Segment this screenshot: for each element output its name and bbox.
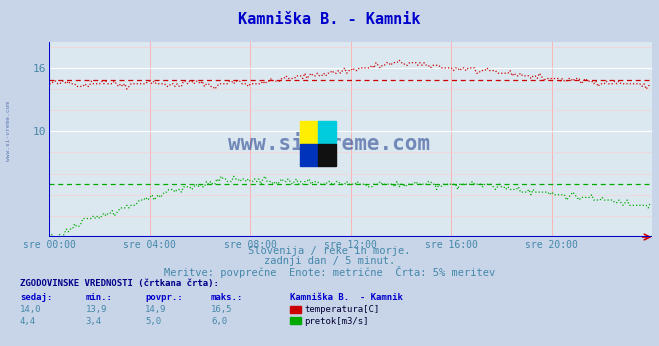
Text: pretok[m3/s]: pretok[m3/s] — [304, 317, 369, 326]
Text: 6,0: 6,0 — [211, 317, 227, 326]
Text: 3,4: 3,4 — [86, 317, 101, 326]
Text: temperatura[C]: temperatura[C] — [304, 305, 380, 314]
Text: 5,0: 5,0 — [145, 317, 161, 326]
Text: ZGODOVINSKE VREDNOSTI (črtkana črta):: ZGODOVINSKE VREDNOSTI (črtkana črta): — [20, 279, 219, 288]
Text: 14,0: 14,0 — [20, 305, 42, 314]
Text: Meritve: povprečne  Enote: metrične  Črta: 5% meritev: Meritve: povprečne Enote: metrične Črta:… — [164, 266, 495, 277]
Text: sedaj:: sedaj: — [20, 293, 52, 302]
Text: zadnji dan / 5 minut.: zadnji dan / 5 minut. — [264, 256, 395, 266]
Text: 16,5: 16,5 — [211, 305, 233, 314]
Text: 14,9: 14,9 — [145, 305, 167, 314]
Text: min.:: min.: — [86, 293, 113, 302]
Text: Kamniška B.  - Kamnik: Kamniška B. - Kamnik — [290, 293, 403, 302]
Text: maks.:: maks.: — [211, 293, 243, 302]
Text: 13,9: 13,9 — [86, 305, 107, 314]
Text: Kamniška B. - Kamnik: Kamniška B. - Kamnik — [239, 11, 420, 27]
Text: Slovenija / reke in morje.: Slovenija / reke in morje. — [248, 246, 411, 256]
Text: povpr.:: povpr.: — [145, 293, 183, 302]
Text: 4,4: 4,4 — [20, 317, 36, 326]
Text: www.si-vreme.com: www.si-vreme.com — [6, 101, 11, 162]
Text: www.si-vreme.com: www.si-vreme.com — [229, 134, 430, 154]
